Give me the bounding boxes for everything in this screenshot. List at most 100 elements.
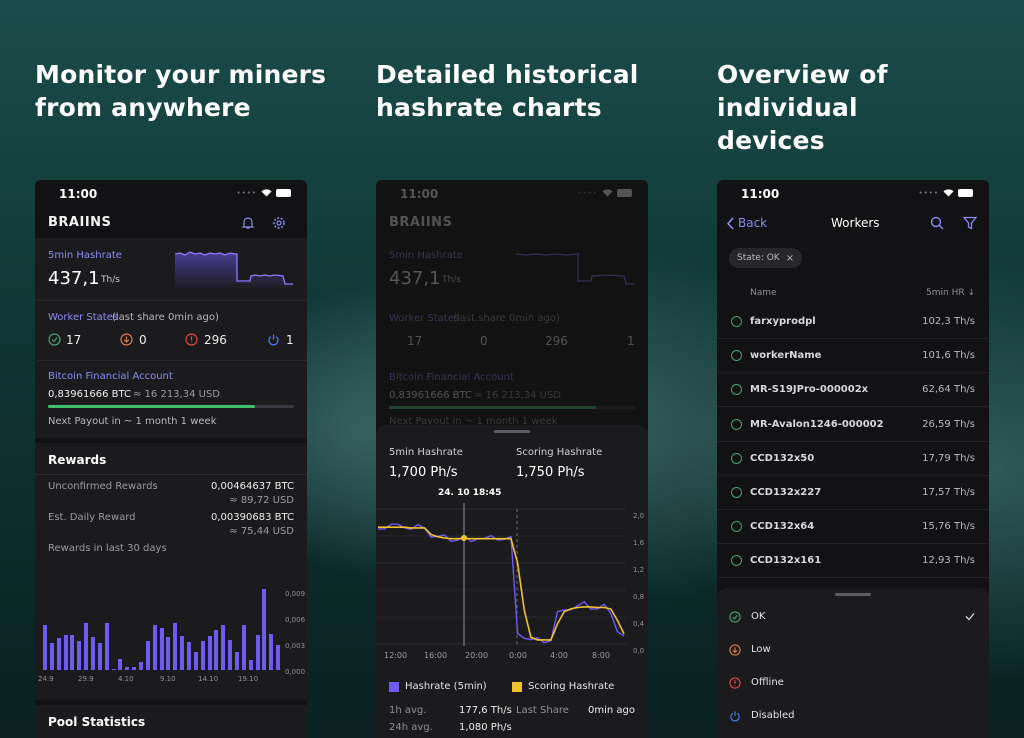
state-option-ok[interactable]: OK [717,601,989,634]
y-tick: 0,006 [285,616,306,624]
reward-bar[interactable] [132,666,137,670]
legend-hashrate-swatch [389,682,399,692]
filter-icon[interactable] [963,216,977,230]
state-option-offline[interactable]: Offline [717,667,989,700]
account-label[interactable]: Bitcoin Financial Account [48,371,173,382]
reward-bar[interactable] [221,625,226,670]
search-icon[interactable] [930,216,944,230]
state-ok-count: 17 [66,333,82,347]
worker-hashrate: 17,57 Th/s [922,487,975,498]
next-payout: Next Payout in ~ 1 month 1 week [48,416,217,427]
hashrate-label: 5min Hashrate [48,250,122,261]
bell-icon[interactable] [241,216,255,230]
reward-bar[interactable] [193,652,198,670]
reward-bar[interactable] [111,669,116,670]
reward-bar[interactable] [63,635,68,670]
reward-bar[interactable] [77,640,82,670]
hashrate-line-chart[interactable] [376,499,648,659]
close-icon[interactable]: × [785,252,795,264]
reward-bar[interactable] [207,636,212,670]
reward-bar[interactable] [49,642,54,670]
column-hashrate-header[interactable]: 5min HR ↓ [926,288,975,298]
worker-row[interactable]: CCD132x50 17,79 Th/s [717,442,989,476]
reward-bar[interactable] [70,635,75,670]
worker-row[interactable]: CCD132x227 17,57 Th/s [717,476,989,510]
reward-bar[interactable] [125,666,130,670]
last30-label: Rewards in last 30 days [48,543,167,554]
daily-btc: 0,00390683 BTC [211,512,294,523]
check-circle-icon [731,487,742,498]
reward-bar[interactable] [173,622,178,670]
reward-bar[interactable] [91,636,95,670]
reward-bar[interactable] [248,659,253,670]
reward-bar[interactable] [262,588,267,670]
wifi-icon [943,189,954,197]
y-tick: 0,8 [633,593,645,601]
divider [35,300,307,301]
worker-row[interactable]: farxyprodpl 102,3 Th/s [717,305,989,339]
reward-bar[interactable] [276,645,281,670]
worker-name: farxyprodpl [750,316,816,327]
reward-bar[interactable] [159,627,164,670]
reward-bar[interactable] [118,659,123,670]
legend-hashrate-label: Hashrate (5min) [405,681,487,692]
x-tick: 12:00 [384,651,408,660]
reward-bar[interactable] [152,625,157,670]
back-button[interactable]: Back [738,216,768,230]
reward-bar[interactable] [56,637,61,670]
reward-bar[interactable] [145,640,150,670]
reward-bar[interactable] [139,662,143,670]
worker-row[interactable]: CCD132x64 15,76 Th/s [717,510,989,545]
payout-progress-fill [48,405,255,408]
worker-row[interactable]: MR-S19JPro-000002x 62,64 Th/s [717,373,989,408]
state-option-low[interactable]: Low [717,634,989,667]
avg-1h-label: 1h avg. [389,705,427,716]
reward-bar[interactable] [43,625,47,670]
chart-cursor-label: 24. 10 18:45 [438,488,502,498]
reward-bar[interactable] [269,633,274,670]
reward-bar[interactable] [200,641,205,670]
worker-row[interactable]: MR-Avalon1246-000002 26,59 Th/s [717,408,989,442]
reward-bar[interactable] [228,639,233,670]
status-icons: •••• [918,189,973,197]
reward-bar[interactable] [255,635,260,670]
y-tick: 0,4 [633,620,645,628]
rewards-bar-chart [42,585,282,670]
state-option-label: Offline [751,677,784,688]
sheet-handle[interactable] [494,430,530,433]
avg-24h-value: 1,080 Ph/s [459,722,512,733]
reward-bar[interactable] [166,636,171,670]
reward-bar[interactable] [214,629,219,670]
check-circle-icon [731,350,742,362]
filter-chip[interactable]: State: OK × [729,248,803,268]
column-name-header[interactable]: Name [750,288,777,298]
reward-bar[interactable] [180,636,185,670]
reward-bar[interactable] [97,642,102,670]
y-tick: 0,003 [285,642,306,650]
y-tick: 0,009 [285,590,306,598]
check-circle-icon [731,384,742,396]
hashrate-value: 437,1 [48,268,100,289]
check-circle-icon [731,555,742,567]
worker-row[interactable]: CCD132x161 12,93 Th/s [717,544,989,579]
worker-hashrate: 62,64 Th/s [922,384,975,396]
workers-header: Back Workers [717,208,989,238]
reward-bar[interactable] [241,625,246,670]
back-chevron-icon[interactable] [726,217,735,230]
rewards-title: Rewards [48,453,107,467]
wifi-icon [261,189,272,197]
modal-backdrop[interactable] [376,180,648,425]
reward-bar[interactable] [104,622,109,670]
y-tick: 0,000 [285,668,306,676]
reward-bar[interactable] [235,652,239,670]
unconfirmed-label: Unconfirmed Rewards [48,481,158,492]
last-share-value: 0min ago [588,705,635,716]
worker-hashrate: 102,3 Th/s [922,316,975,327]
sheet-handle[interactable] [835,593,871,596]
gear-icon[interactable] [272,216,286,230]
reward-bar[interactable] [84,622,89,670]
reward-bar[interactable] [187,642,191,670]
worker-row[interactable]: workerName 101,6 Th/s [717,339,989,374]
unconfirmed-usd: ≈ 89,72 USD [229,495,294,506]
state-option-disabled[interactable]: Disabled [717,700,989,733]
